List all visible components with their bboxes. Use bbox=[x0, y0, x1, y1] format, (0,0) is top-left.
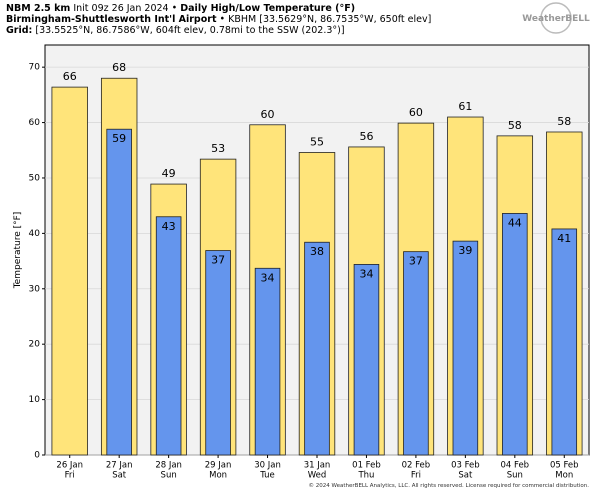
value-label: 60 bbox=[261, 108, 275, 121]
x-tick-label: 29 Jan bbox=[205, 461, 232, 471]
x-tick-day: Sat bbox=[458, 471, 473, 481]
y-tick-label: 60 bbox=[29, 118, 41, 128]
bar bbox=[304, 241, 330, 456]
plot: 0 10 20 30 40 50 60 70 66 68 49 53 60 55 56 60 61 58 58 59 4… bbox=[29, 61, 589, 481]
value-label: 59 bbox=[112, 132, 126, 145]
bar bbox=[106, 128, 132, 456]
x-tick-label: 01 Feb bbox=[352, 461, 381, 471]
y-tick-label: 50 bbox=[29, 173, 41, 183]
x-tick-label: 02 Feb bbox=[402, 461, 431, 471]
value-label: 41 bbox=[557, 232, 571, 245]
chart-title: Daily High/Low Temperature (°F) bbox=[180, 3, 355, 14]
x-tick-label: 30 Jan bbox=[254, 461, 281, 471]
bar bbox=[452, 240, 479, 456]
bar bbox=[502, 213, 528, 456]
value-label: 53 bbox=[211, 142, 225, 155]
y-tick-label: 40 bbox=[29, 229, 41, 239]
bar bbox=[155, 216, 182, 456]
value-label: 43 bbox=[162, 220, 176, 233]
x-tick-day: Sat bbox=[112, 471, 127, 481]
x-tick-label: 04 Feb bbox=[501, 461, 530, 471]
header-line-1: NBM 2.5 km Init 09z 26 Jan 2024 • Daily … bbox=[6, 3, 355, 14]
station-info: KBHM [33.5629°N, 86.7535°W, 650ft elev] bbox=[228, 14, 431, 25]
station: Birmingham-Shuttlesworth Int'l Airport bbox=[6, 14, 217, 25]
x-tick-day: Mon bbox=[209, 471, 227, 481]
x-tick-day: Tue bbox=[259, 471, 275, 481]
y-axis-label: Temperature [°F] bbox=[13, 212, 23, 290]
value-label: 66 bbox=[63, 70, 77, 83]
x-tick-day: Sun bbox=[161, 471, 177, 481]
value-label: 60 bbox=[409, 106, 423, 119]
x-tick-label: 27 Jan bbox=[106, 461, 133, 471]
x-tick-day: Sun bbox=[507, 471, 523, 481]
value-label: 68 bbox=[112, 61, 126, 74]
header-line-3: Grid: [33.5525°N, 86.7586°W, 604ft elev,… bbox=[6, 25, 345, 36]
y-tick-label: 70 bbox=[29, 63, 41, 73]
y-tick-label: 0 bbox=[34, 451, 40, 461]
grid-label: Grid: bbox=[6, 25, 32, 36]
value-label: 37 bbox=[211, 254, 225, 267]
value-label: 55 bbox=[310, 135, 324, 148]
bar bbox=[551, 228, 578, 456]
value-label: 58 bbox=[557, 115, 571, 128]
y-tick-label: 30 bbox=[29, 284, 41, 294]
y-tick-label: 10 bbox=[29, 395, 41, 405]
value-label: 49 bbox=[162, 167, 176, 180]
value-label: 56 bbox=[359, 130, 373, 143]
value-label: 61 bbox=[458, 100, 472, 113]
x-tick-day: Fri bbox=[411, 471, 421, 481]
x-tick-day: Fri bbox=[65, 471, 75, 481]
bar bbox=[353, 264, 380, 456]
init: Init 09z 26 Jan 2024 bbox=[73, 3, 168, 14]
model: NBM 2.5 km bbox=[6, 3, 70, 14]
value-label: 38 bbox=[310, 245, 324, 258]
x-tick-label: 03 Feb bbox=[451, 461, 480, 471]
bar bbox=[254, 267, 281, 456]
value-label: 34 bbox=[359, 267, 373, 280]
x-tick-label: 05 Feb bbox=[550, 461, 579, 471]
grid-info: [33.5525°N, 86.7586°W, 604ft elev, 0.78m… bbox=[35, 25, 344, 36]
x-tick-day: Wed bbox=[308, 471, 327, 481]
logo-globe bbox=[540, 2, 572, 34]
bar bbox=[205, 250, 231, 456]
value-label: 34 bbox=[261, 271, 275, 284]
header-line-2: Birmingham-Shuttlesworth Int'l Airport •… bbox=[6, 14, 431, 25]
value-label: 58 bbox=[508, 119, 522, 132]
value-label: 44 bbox=[508, 216, 522, 229]
x-tick-label: 26 Jan bbox=[56, 461, 83, 471]
x-tick-day: Thu bbox=[357, 471, 374, 481]
value-label: 39 bbox=[458, 244, 472, 257]
logo: WeatherBELL bbox=[522, 14, 590, 24]
value-label: 37 bbox=[409, 255, 423, 268]
bar bbox=[51, 86, 88, 456]
x-tick-label: 28 Jan bbox=[155, 461, 182, 471]
x-tick-day: Mon bbox=[555, 471, 573, 481]
footer: © 2024 WeatherBELL Analytics, LLC. All r… bbox=[309, 482, 590, 489]
x-tick-label: 31 Jan bbox=[304, 461, 331, 471]
bar bbox=[403, 251, 429, 456]
y-tick-label: 20 bbox=[29, 340, 41, 350]
